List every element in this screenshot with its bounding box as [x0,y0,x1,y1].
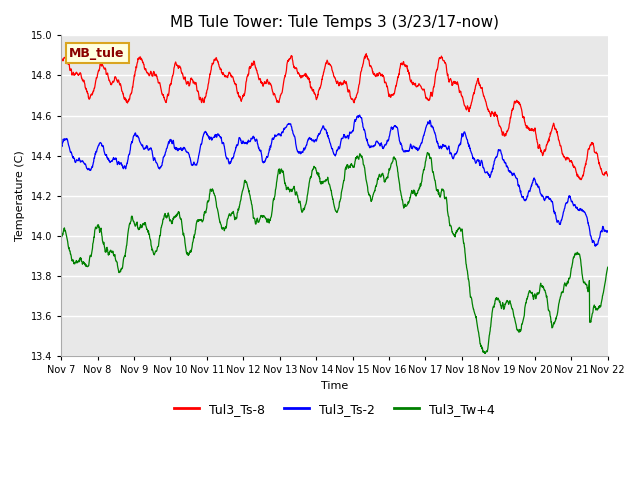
Text: MB_tule: MB_tule [69,47,125,60]
Y-axis label: Temperature (C): Temperature (C) [15,150,25,241]
Title: MB Tule Tower: Tule Temps 3 (3/23/17-now): MB Tule Tower: Tule Temps 3 (3/23/17-now… [170,15,499,30]
X-axis label: Time: Time [321,381,348,391]
Legend: Tul3_Ts-8, Tul3_Ts-2, Tul3_Tw+4: Tul3_Ts-8, Tul3_Ts-2, Tul3_Tw+4 [170,398,499,420]
